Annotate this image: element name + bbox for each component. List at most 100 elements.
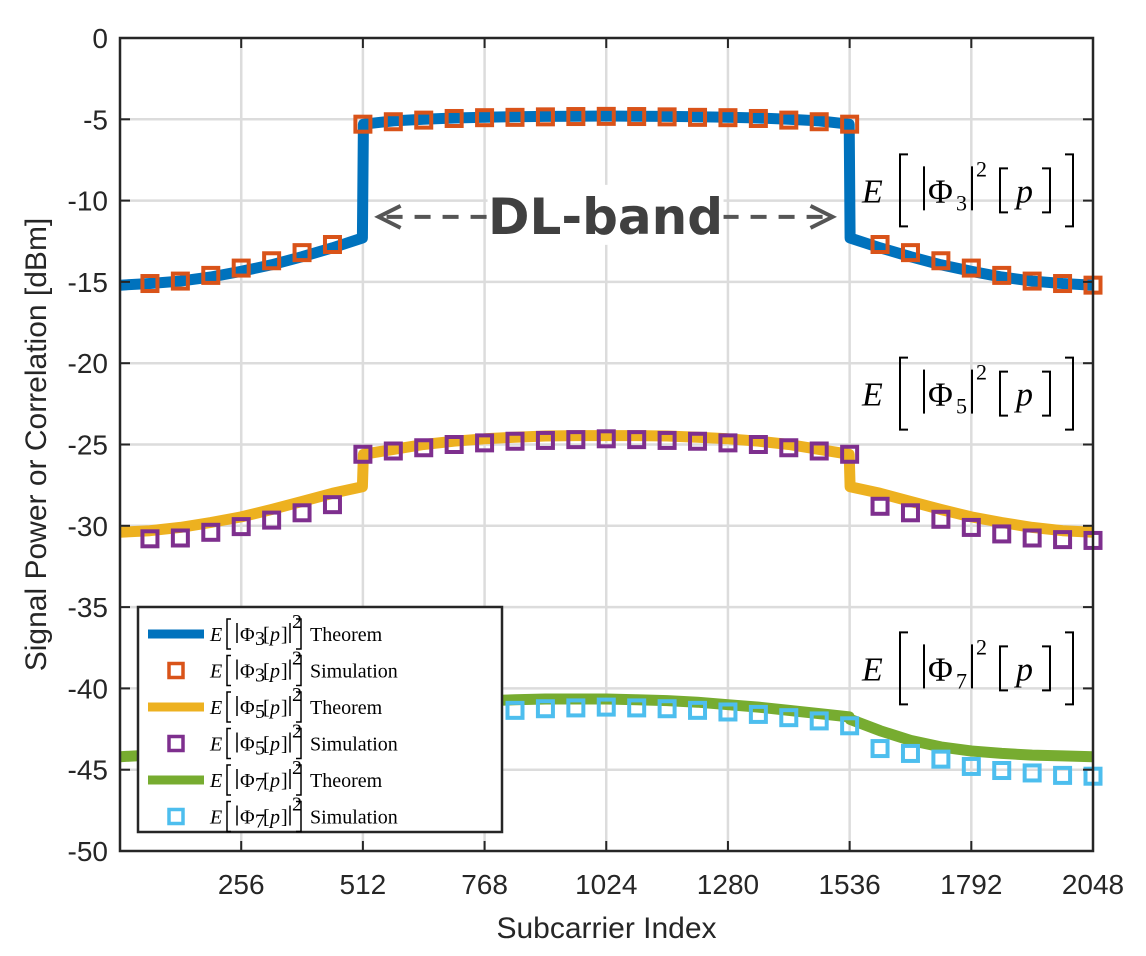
legend-index: p xyxy=(268,624,280,646)
legend-phi-subscript: 7 xyxy=(255,774,265,796)
series-marker-1 xyxy=(383,112,403,132)
series-marker-1 xyxy=(231,258,251,278)
phi-subscript: 5 xyxy=(956,394,967,419)
series-marker-5 xyxy=(931,749,951,769)
legend-bracket-left xyxy=(226,727,231,760)
series-marker-1 xyxy=(292,243,312,263)
legend-entry: E Φ 3[p]2 Simulation xyxy=(167,648,398,687)
legend-superscript: 2 xyxy=(292,757,302,779)
legend-entry: E Φ 7[p]2 Simulation xyxy=(167,794,398,833)
series-marker-3 xyxy=(353,444,373,464)
axes: 256 512 768 1024 1280 1536 1792 2048 0 -5 -10 -15 -2… xyxy=(20,23,1124,945)
series-marker-3 xyxy=(262,510,282,530)
y-tick-label: -35 xyxy=(68,592,108,623)
bracket-right xyxy=(1065,356,1074,431)
legend-phi: Φ xyxy=(240,770,255,792)
series-marker-3 xyxy=(627,430,647,450)
series-marker-5 xyxy=(900,743,920,763)
series-marker-1 xyxy=(992,265,1012,285)
legend-label: Theorem xyxy=(310,770,383,792)
legend-expectation: E xyxy=(209,770,222,792)
legend-bracket-left xyxy=(226,618,231,650)
legend-phi: Φ xyxy=(240,697,255,719)
series-marker-5 xyxy=(1053,765,1073,785)
legend-open-square: [ xyxy=(263,770,270,792)
series-marker-5 xyxy=(748,704,768,724)
series-marker-5 xyxy=(840,716,860,736)
legend-close-square: ] xyxy=(281,770,288,792)
series-marker-5 xyxy=(596,697,616,717)
legend-close-square: ] xyxy=(281,661,288,683)
series-marker-3 xyxy=(961,517,981,537)
x-tick-label: 1792 xyxy=(940,869,1002,900)
legend-expectation: E xyxy=(209,661,222,683)
curve-label-phi7: E Φ 72 p xyxy=(861,631,1074,706)
phi-symbol: Φ xyxy=(928,173,953,210)
legend-bracket-right xyxy=(296,727,302,760)
legend-marker-swatch xyxy=(167,807,185,826)
legend-bracket-right xyxy=(296,691,302,723)
index-p: p xyxy=(1014,173,1033,210)
series-marker-1 xyxy=(566,107,586,127)
series-marker-3 xyxy=(748,435,768,454)
legend-index: p xyxy=(268,807,280,829)
series-marker-1 xyxy=(900,243,920,263)
series-marker-3 xyxy=(840,444,860,464)
series-marker-1 xyxy=(322,235,342,255)
y-tick-label: -5 xyxy=(83,104,108,135)
phi-symbol: Φ xyxy=(928,377,953,414)
series-marker-3 xyxy=(505,431,525,451)
legend-phi-subscript: 5 xyxy=(255,701,265,723)
curve-label-phi3: E Φ 32 p xyxy=(861,153,1074,228)
series-marker-1 xyxy=(840,114,860,134)
legend-phi: Φ xyxy=(240,624,255,646)
expectation-symbol: E xyxy=(861,377,883,414)
legend-expectation: E xyxy=(209,624,222,646)
series-marker-3 xyxy=(535,430,555,450)
series-marker-1 xyxy=(140,274,160,294)
legend-label: Theorem xyxy=(310,624,383,646)
legend-open-square: [ xyxy=(263,624,270,646)
bracket-left xyxy=(899,631,908,706)
dl-band-arrow-left xyxy=(374,204,402,230)
legend-open-square: [ xyxy=(263,661,270,683)
legend-open-square: [ xyxy=(263,734,270,756)
series-marker-3 xyxy=(201,522,221,542)
series-marker-5 xyxy=(688,700,708,720)
bracket-left xyxy=(899,356,908,431)
series-marker-1 xyxy=(657,107,677,127)
legend-bracket-right xyxy=(296,654,302,687)
series-marker-5 xyxy=(870,739,890,759)
bracket-right xyxy=(1042,370,1051,417)
legend-phi: Φ xyxy=(240,807,255,829)
legend-index: p xyxy=(268,734,280,756)
series-marker-3 xyxy=(292,503,312,523)
series-marker-3 xyxy=(475,433,495,453)
legend-box xyxy=(136,605,504,834)
legend-superscript: 2 xyxy=(292,684,302,706)
series-marker-3 xyxy=(870,496,890,516)
series-marker-1 xyxy=(596,106,616,126)
legend-label: Simulation xyxy=(310,807,398,829)
x-tick-label: 512 xyxy=(340,869,387,900)
bracket-left xyxy=(999,167,1008,214)
series-marker-3 xyxy=(809,441,829,461)
legend-phi-subscript: 3 xyxy=(255,628,265,650)
legend-entry: E Φ 5[p]2 Simulation xyxy=(167,721,398,760)
series-marker-3 xyxy=(718,433,738,453)
series-marker-3 xyxy=(566,430,586,450)
legend-close-square: ] xyxy=(281,624,288,646)
power-superscript: 2 xyxy=(976,360,987,385)
series-marker-5 xyxy=(992,761,1012,781)
series-marker-5 xyxy=(1022,763,1042,783)
series-marker-3 xyxy=(322,495,342,515)
index-p: p xyxy=(1014,651,1033,688)
legend-bracket-left xyxy=(226,764,231,796)
phi-subscript: 3 xyxy=(956,190,967,215)
y-tick-label: -15 xyxy=(68,267,108,298)
series-marker-5 xyxy=(535,699,555,719)
series-marker-5 xyxy=(809,711,829,731)
series-marker-3 xyxy=(596,429,616,449)
series-marker-3 xyxy=(170,528,190,548)
